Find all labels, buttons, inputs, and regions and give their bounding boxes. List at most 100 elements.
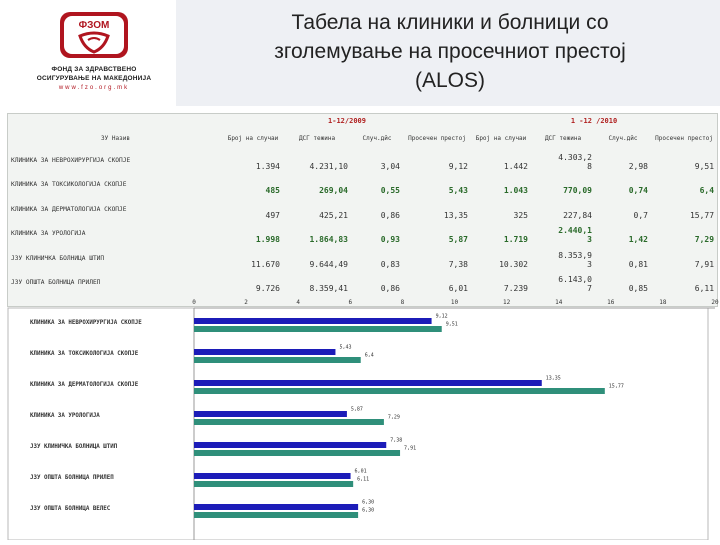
table-cell: 1.442	[503, 161, 528, 171]
data-label: 6,11	[357, 477, 369, 483]
table-cell: 3,04	[380, 161, 400, 171]
category-label: КЛИНИКА ЗА НЕВРОХИРУРГИЈА СКОПЈЕ	[30, 320, 142, 326]
x-tick-label: 18	[659, 299, 667, 306]
bar	[194, 442, 387, 448]
table-cell: 0,93	[380, 235, 400, 244]
x-tick-label: 12	[503, 299, 511, 306]
category-label: КЛИНИКА ЗА ТОКСИКОЛОГИЈА СКОПЈЕ	[30, 351, 139, 357]
table-cell: 9.726	[255, 284, 280, 293]
table-cell: 0,85	[628, 284, 648, 293]
bar	[194, 419, 384, 425]
data-label: 6,30	[362, 508, 374, 514]
column-header: Случ.дйс	[362, 134, 392, 142]
column-header: Број на случаи	[227, 134, 279, 142]
bar	[194, 450, 401, 456]
bar	[194, 481, 354, 487]
x-tick-label: 20	[711, 299, 719, 306]
table-cell: 1.998	[255, 235, 280, 244]
data-label: 15,77	[609, 384, 624, 390]
bar	[194, 411, 347, 417]
table-cell: 10.302	[499, 259, 528, 269]
x-tick-label: 14	[555, 299, 563, 306]
category-label: КЛИНИКА ЗА ДЕРМАТОЛОГИЈА СКОПЈЕ	[30, 382, 139, 388]
slide-title: Табела на клиники и болници со зголемува…	[200, 8, 700, 95]
table-cell: 15,77	[689, 210, 715, 220]
table-cell: 0,81	[628, 259, 648, 269]
column-header: Просечен престој	[408, 134, 466, 142]
table-cell: 5,43	[448, 186, 468, 195]
data-label: 9,12	[436, 314, 448, 320]
table-cell: 0,83	[380, 259, 400, 269]
table-cell: 7,91	[694, 259, 715, 269]
x-tick-label: 6	[348, 299, 352, 306]
chart: 0 2 4 6 8 10 12 14 16 18 20 КЛИНИКА ЗА НЕВРОХИРУРГИ…	[0, 298, 720, 541]
table-cell: 2.440,1 3	[558, 226, 592, 244]
table-cell: 9.644,49	[309, 259, 348, 269]
column-header: ДСГ тежина	[544, 134, 582, 142]
column-header: Случ.дйс	[608, 134, 638, 142]
logo-line1: ФОНД ЗА ЗДРАВСТВЕНО	[51, 66, 137, 73]
data-label: 5,87	[351, 407, 363, 413]
logo-abbr: ФЗОМ	[79, 20, 110, 31]
table-cell: 497	[265, 210, 280, 220]
table-cell: 6,4	[699, 186, 715, 195]
table-row: ЈЗУ КЛИНИЧКА БОЛНИЦА ШТИП 11.670 9.644,49 0…	[8, 246, 717, 271]
table-cell: 1.719	[503, 235, 528, 244]
data-table-panel: 1-12/2009 1 -12 /2010 ЗУ Назив Број на сл…	[7, 113, 718, 307]
row-name: КЛИНИКА ЗА ДЕРМАТОЛОГИЈА СКОПЈЕ	[11, 205, 127, 213]
table-cell: 7,29	[694, 235, 715, 244]
table-cell: 9,51	[694, 161, 715, 171]
table-row: КЛИНИКА ЗА ТОКСИКОЛОГИЈА СКОПЈЕ 485 269,04…	[8, 173, 717, 198]
bar	[194, 318, 432, 324]
table-cell: 425,21	[319, 210, 348, 220]
data-label: 7,38	[390, 438, 402, 444]
column-header: Број на случаи	[475, 134, 527, 142]
group-header-2009: 1-12/2009	[328, 117, 366, 125]
data-label: 5,43	[339, 345, 351, 351]
table-cell: 6,01	[448, 284, 468, 293]
row-name: ЈЗУ ОПШТА БОЛНИЦА ПРИЛЕП	[11, 279, 101, 287]
x-tick-label: 16	[607, 299, 615, 306]
table-cell: 0,55	[380, 186, 400, 195]
data-label: 13,35	[546, 376, 561, 382]
x-tick-label: 8	[401, 299, 405, 306]
table-cell: 8.353,9 3	[558, 250, 592, 269]
column-header: Просечен престој	[655, 134, 713, 142]
logo: ФЗОМ ФОНД ЗА ЗДРАВСТВЕНО ОСИГУРУВАЊЕ НА …	[20, 12, 168, 108]
bar	[194, 512, 359, 518]
row-name: КЛИНИКА ЗА ТОКСИКОЛОГИЈА СКОПЈЕ	[11, 181, 127, 189]
fzom-logo-icon: ФЗОМ	[60, 12, 128, 58]
table-cell: 7,38	[448, 259, 468, 269]
data-label: 6,01	[355, 469, 367, 475]
table-cell: 5,87	[448, 235, 468, 244]
table-cell: 770,09	[563, 186, 592, 195]
table-cell: 11.670	[251, 259, 280, 269]
column-header: ЗУ Назив	[101, 134, 130, 142]
bar	[194, 357, 361, 363]
slide-header: ФЗОМ ФОНД ЗА ЗДРАВСТВЕНО ОСИГУРУВАЊЕ НА …	[0, 0, 720, 110]
table-cell: 9,12	[448, 161, 468, 171]
bar	[194, 326, 442, 332]
title-banner	[176, 0, 720, 106]
data-label: 7,91	[404, 446, 416, 452]
title-line-3: (ALOS)	[414, 69, 485, 92]
table-cell: 1.394	[255, 161, 280, 171]
bar-chart: 0 2 4 6 8 10 12 14 16 18 20 КЛИНИКА ЗА НЕВРОХИРУРГИ…	[0, 299, 720, 541]
x-tick-label: 0	[192, 299, 196, 306]
table-cell: 8.359,41	[309, 284, 348, 293]
data-label: 9,51	[446, 322, 458, 328]
table-cell: 269,04	[319, 186, 348, 195]
group-header-2010: 1 -12 /2010	[570, 117, 618, 125]
table-cell: 325	[513, 210, 528, 220]
bar	[194, 504, 359, 510]
table-row: ЈЗУ ОПШТА БОЛНИЦА ПРИЛЕП 9.726 8.359,41 0,8…	[8, 271, 717, 296]
table-cell: 2,98	[628, 161, 648, 171]
table-cell: 1.043	[503, 186, 528, 195]
table-cell: 0,7	[633, 210, 648, 220]
table-cell: 4.231,10	[309, 161, 348, 171]
data-label: 7,29	[388, 415, 400, 421]
column-header: ДСГ тежина	[298, 134, 336, 142]
bar	[194, 349, 336, 355]
category-label: ЈЗУ ОПШТА БОЛНИЦА ВЕЛЕС	[30, 506, 111, 512]
data-table: 1-12/2009 1 -12 /2010 ЗУ Назив Број на сл…	[8, 114, 717, 295]
